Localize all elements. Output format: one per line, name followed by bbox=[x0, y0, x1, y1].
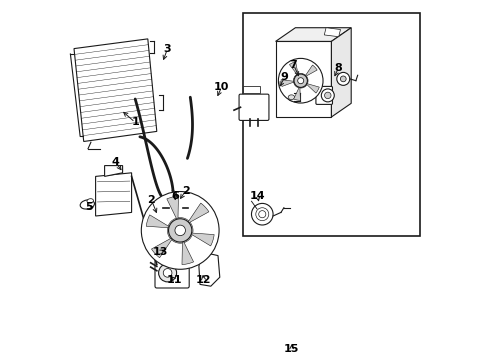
Text: 5: 5 bbox=[86, 202, 93, 212]
Ellipse shape bbox=[87, 199, 94, 203]
Text: 8: 8 bbox=[335, 63, 343, 73]
Text: 7: 7 bbox=[290, 60, 297, 70]
FancyBboxPatch shape bbox=[155, 257, 189, 288]
Text: 3: 3 bbox=[164, 44, 171, 54]
FancyBboxPatch shape bbox=[239, 94, 269, 120]
FancyBboxPatch shape bbox=[316, 86, 333, 104]
Polygon shape bbox=[324, 28, 341, 37]
Circle shape bbox=[324, 92, 331, 99]
Polygon shape bbox=[151, 238, 172, 258]
Polygon shape bbox=[104, 166, 122, 176]
Text: 1: 1 bbox=[131, 117, 139, 127]
Text: 13: 13 bbox=[153, 247, 168, 257]
Polygon shape bbox=[199, 252, 220, 286]
Text: 14: 14 bbox=[250, 191, 266, 201]
Circle shape bbox=[298, 78, 304, 84]
Bar bbox=[275, 41, 331, 117]
Polygon shape bbox=[290, 62, 298, 75]
Polygon shape bbox=[96, 173, 132, 216]
Circle shape bbox=[337, 72, 350, 85]
Bar bbox=[243, 85, 261, 94]
Text: 9: 9 bbox=[281, 72, 289, 82]
Circle shape bbox=[321, 89, 334, 102]
Circle shape bbox=[294, 73, 308, 88]
Text: 4: 4 bbox=[111, 157, 120, 167]
Circle shape bbox=[159, 264, 176, 282]
Circle shape bbox=[169, 219, 192, 242]
Polygon shape bbox=[188, 203, 209, 223]
Polygon shape bbox=[306, 84, 319, 93]
Polygon shape bbox=[281, 80, 294, 86]
Circle shape bbox=[341, 76, 346, 82]
Polygon shape bbox=[305, 65, 317, 76]
Circle shape bbox=[175, 225, 185, 236]
Polygon shape bbox=[294, 87, 300, 100]
Circle shape bbox=[294, 74, 307, 87]
Text: 2: 2 bbox=[147, 195, 155, 205]
Ellipse shape bbox=[288, 95, 294, 99]
Circle shape bbox=[141, 192, 219, 269]
Polygon shape bbox=[167, 196, 178, 219]
Circle shape bbox=[168, 217, 193, 243]
Text: 11: 11 bbox=[167, 275, 183, 285]
Text: 2: 2 bbox=[182, 186, 190, 196]
Polygon shape bbox=[331, 28, 351, 117]
Polygon shape bbox=[275, 28, 351, 41]
Text: 15: 15 bbox=[284, 344, 299, 354]
Bar bbox=[243, 13, 419, 236]
Polygon shape bbox=[191, 233, 214, 246]
Circle shape bbox=[251, 203, 273, 225]
Circle shape bbox=[278, 58, 323, 103]
Text: 6: 6 bbox=[171, 191, 179, 201]
Ellipse shape bbox=[80, 200, 95, 209]
Polygon shape bbox=[74, 39, 157, 141]
FancyBboxPatch shape bbox=[168, 196, 184, 212]
Text: 12: 12 bbox=[196, 275, 211, 285]
Polygon shape bbox=[146, 215, 169, 228]
Polygon shape bbox=[182, 242, 194, 265]
Ellipse shape bbox=[288, 93, 299, 101]
Circle shape bbox=[163, 269, 172, 277]
Text: 10: 10 bbox=[214, 82, 229, 92]
